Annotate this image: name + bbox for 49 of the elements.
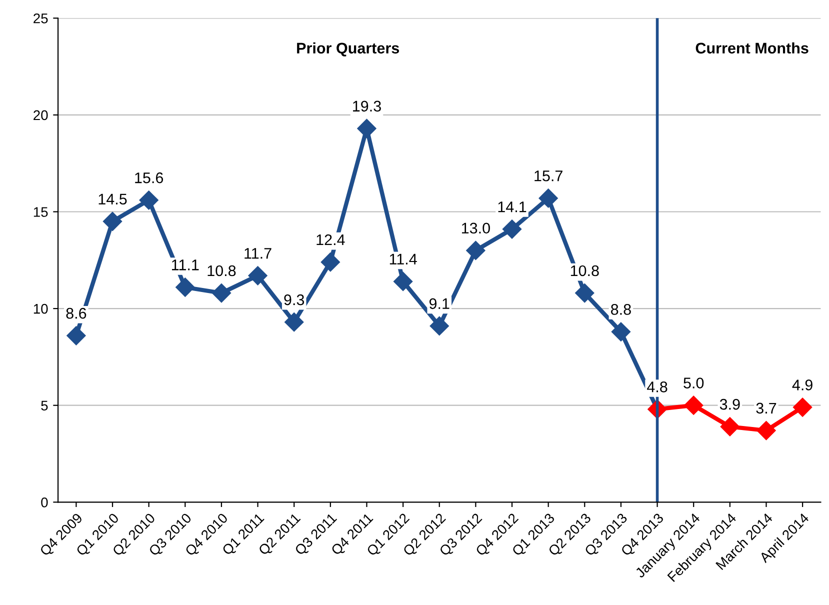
annotation: Prior Quarters [297, 42, 400, 56]
point [66, 326, 86, 346]
data-label: 15.6 [135, 172, 164, 184]
data-label: 19.3 [353, 100, 381, 112]
y-tick-label: 25 [34, 13, 48, 24]
point [538, 188, 558, 208]
point [611, 322, 630, 342]
data-label: 12.4 [316, 234, 345, 246]
point [793, 398, 812, 417]
data-label: 15.7 [534, 170, 562, 182]
point [720, 417, 740, 436]
data-label: 3.9 [720, 398, 740, 410]
data-label: 14.5 [98, 194, 127, 205]
point [575, 284, 594, 303]
y-tick-label: 20 [34, 110, 48, 120]
annotation: Current Months [696, 42, 808, 54]
y-tick-label: 10 [34, 304, 48, 314]
data-label: 11.1 [172, 260, 199, 270]
data-label: 11.7 [244, 248, 272, 259]
data-label: 10.8 [570, 265, 599, 276]
data-label: 9.3 [284, 294, 304, 306]
y-tick-label: 15 [34, 207, 48, 217]
point [357, 118, 376, 138]
point [139, 190, 158, 210]
point [684, 396, 704, 415]
data-label: 10.8 [208, 265, 236, 276]
data-label: 9.1 [429, 298, 450, 310]
point [248, 266, 268, 286]
point [176, 278, 195, 297]
data-label: 13.0 [462, 222, 490, 234]
y-tick-label: 5 [41, 400, 48, 411]
point [466, 240, 486, 260]
point [212, 284, 231, 303]
point [320, 252, 340, 272]
data-label: 8.6 [66, 308, 86, 319]
point [430, 316, 449, 336]
data-label: 14.1 [498, 202, 526, 212]
data-label: 5.0 [684, 378, 704, 388]
point [102, 212, 122, 231]
point [756, 420, 776, 440]
point [284, 312, 304, 332]
y-tick-label: 0 [41, 497, 48, 508]
data-label: 8.8 [611, 304, 631, 315]
point [502, 220, 522, 239]
data-label: 11.4 [390, 254, 417, 264]
point [394, 272, 413, 291]
data-label: 3.7 [756, 402, 776, 414]
data-label: 4.9 [792, 380, 812, 390]
data-label: 4.8 [647, 381, 668, 392]
